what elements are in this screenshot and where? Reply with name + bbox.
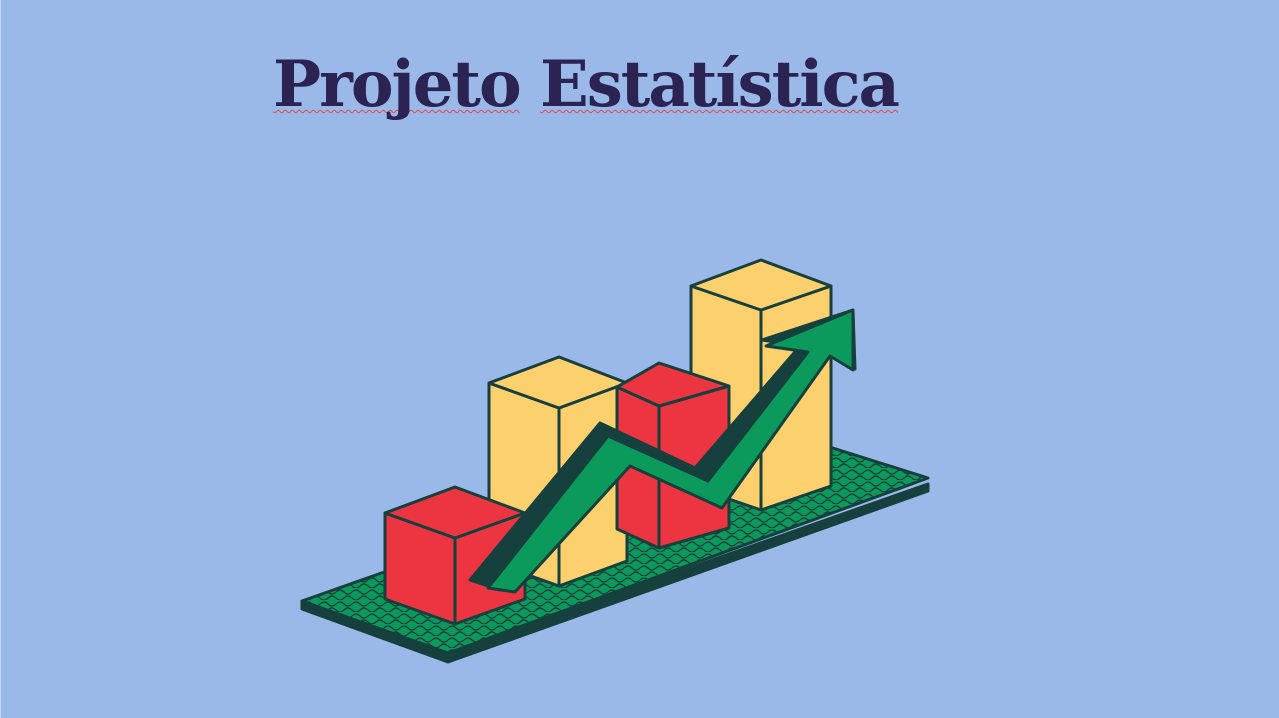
rising-arrow-icon	[468, 308, 857, 594]
slide-title[interactable]: Projeto Estatística	[273, 42, 900, 128]
title-word-estatistica: Estatística	[539, 47, 900, 122]
title-word-projeto: Projeto	[273, 47, 522, 122]
window-edge	[0, 0, 1, 718]
